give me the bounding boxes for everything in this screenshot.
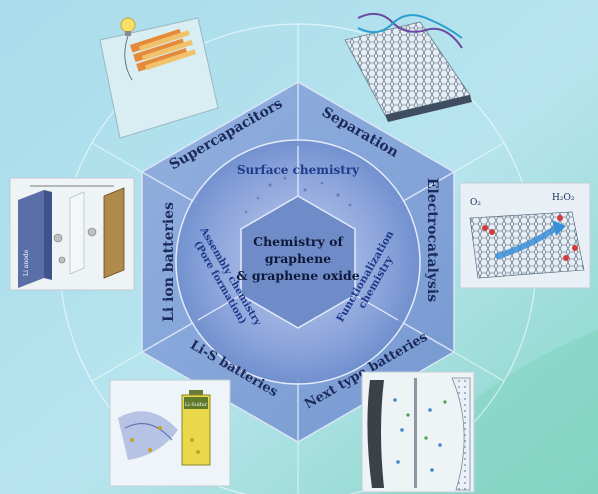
o2-label: O₂ (470, 198, 481, 208)
li-sulfur-label: Li-Sulfur (185, 402, 208, 408)
center-hexagon (240, 195, 356, 329)
electrocatalysis-illustration: O₂ H₂O₂ (459, 182, 591, 289)
li-anode-label: Li anode (23, 249, 30, 276)
li-ion-battery-illustration: Li anode (9, 177, 135, 291)
outer-ring-dividers (141, 82, 455, 442)
light-bulb-icon (120, 17, 136, 36)
electrocatalysis-label: Electrocatalysis (424, 178, 440, 302)
li-ion-batteries-label: Li ion batteries (161, 202, 177, 322)
center-title-line3: & graphene oxide (236, 268, 360, 283)
inner-ring-dividers (197, 146, 399, 321)
center-title-line2: graphene (265, 251, 331, 266)
h2o2-label: H₂O₂ (552, 193, 575, 203)
next-type-battery-illustration (361, 371, 475, 493)
center-title-line1: Chemistry of (253, 234, 344, 249)
battery-icon: Li-Sulfur (181, 390, 211, 466)
li-s-battery-illustration: Li-Sulfur (109, 379, 231, 487)
supercapacitor-illustration (99, 17, 219, 139)
surface-chemistry-label: Surface chemistry (237, 163, 360, 177)
dna-helix-icon (357, 12, 463, 49)
separation-illustration (344, 12, 472, 122)
